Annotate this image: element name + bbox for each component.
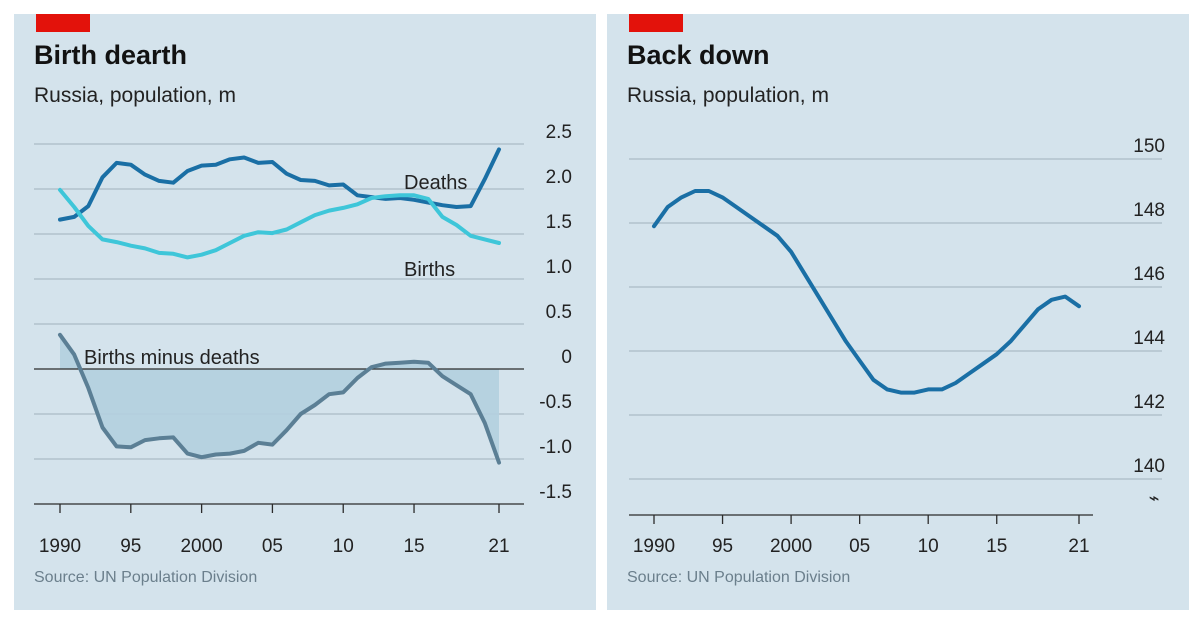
- x-tick-label: 1990: [633, 536, 675, 557]
- y-tick-label: 146: [1133, 264, 1165, 285]
- back-down-panel: Back down Russia, population, m 150 148 14…: [607, 14, 1189, 610]
- y-tick-label: -1.0: [539, 437, 572, 458]
- y-tick-label: 1.0: [546, 257, 572, 278]
- net-area: [60, 334, 499, 463]
- y-tick-label: -1.5: [539, 482, 572, 503]
- x-tick-label: 95: [712, 536, 733, 557]
- x-tick-label: 10: [333, 536, 354, 557]
- x-tick-label: 21: [488, 536, 509, 557]
- chart-title: Back down: [627, 40, 770, 70]
- y-tick-label: 0: [561, 347, 572, 368]
- y-tick-label: 142: [1133, 392, 1165, 413]
- x-tick-label: 95: [120, 536, 141, 557]
- series-line-deaths: [58, 147, 501, 222]
- red-tag: [36, 14, 90, 32]
- series-line-births-minus-deaths: [58, 332, 501, 465]
- births-label: Births: [404, 259, 455, 281]
- x-tick-label: 1990: [39, 536, 81, 557]
- y-tick-label: 2.5: [546, 122, 572, 143]
- series-line-population: [652, 189, 1081, 395]
- y-tick-label: 144: [1133, 328, 1165, 349]
- y-tick-label: 1.5: [546, 212, 572, 233]
- y-tick-label: -0.5: [539, 392, 572, 413]
- source-note: Source: UN Population Division: [34, 569, 258, 586]
- y-tick-label: 140: [1133, 456, 1165, 477]
- y-tick-label: 2.0: [546, 167, 572, 188]
- birth-dearth-chart: 2.5 2.0 1.5 1.0 0.5 0 -0.5 -1.0 -1.5 1990 95 2000 05…: [34, 122, 572, 557]
- x-tick-label: 2000: [770, 536, 812, 557]
- x-tick-label: 21: [1068, 536, 1089, 557]
- x-tick-label: 05: [849, 536, 870, 557]
- x-tick-label: 10: [918, 536, 939, 557]
- net-label: Births minus deaths: [84, 347, 260, 369]
- x-tick-label: 2000: [180, 536, 222, 557]
- y-tick-label: 148: [1133, 200, 1165, 221]
- series-line-births: [58, 187, 501, 260]
- source-note: Source: UN Population Division: [627, 569, 851, 586]
- chart-subtitle: Russia, population, m: [627, 84, 829, 107]
- x-tick-label: 15: [986, 536, 1007, 557]
- chart-subtitle: Russia, population, m: [34, 84, 236, 107]
- y-tick-label: 150: [1133, 136, 1165, 157]
- x-tick-label: 15: [403, 536, 424, 557]
- x-tick-label: 05: [262, 536, 283, 557]
- back-down-chart: 150 148 146 144 142 140 ⌁ 1990 95 2000 05 10 15 21: [629, 136, 1165, 557]
- red-tag: [629, 14, 683, 32]
- axis-break-icon: ⌁: [1149, 488, 1160, 508]
- chart-title: Birth dearth: [34, 40, 188, 70]
- birth-dearth-panel: Birth dearth Russia, population, m 2.5 2.…: [14, 14, 596, 610]
- y-tick-label: 0.5: [546, 302, 572, 323]
- deaths-label: Deaths: [404, 172, 467, 194]
